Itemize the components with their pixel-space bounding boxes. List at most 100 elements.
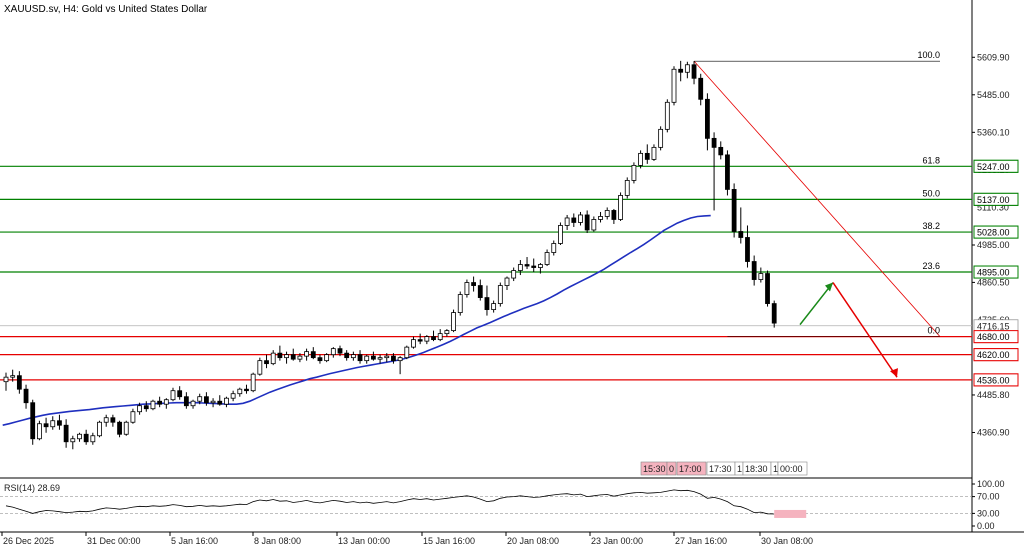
candle — [464, 279, 470, 298]
candle-body-bull — [618, 195, 623, 220]
session-time-label: 00:00 — [780, 464, 803, 474]
candle — [197, 393, 203, 405]
candle-body-bear — [765, 273, 770, 304]
candle — [250, 372, 256, 393]
candle-body-bull — [350, 354, 356, 359]
candle-body-bear — [83, 433, 89, 443]
price-tick-label: 5609.90 — [977, 52, 1010, 62]
rsi-tick-label: 70.00 — [977, 492, 1000, 502]
candle-body-bear — [23, 388, 29, 404]
candle — [444, 329, 450, 337]
candle-body-bull — [497, 285, 503, 304]
candle — [517, 260, 523, 276]
candle — [411, 336, 416, 349]
session-time-label: 17:00 — [679, 464, 702, 474]
candle — [417, 333, 423, 345]
fibonacci-retracement[interactable]: 100.0 61.8 50.0 38.2 23.6 0.0 — [693, 50, 941, 337]
candle-body-bull — [237, 388, 243, 395]
candle — [83, 429, 89, 445]
candle-body-bull — [284, 354, 289, 359]
fib-level-label: 38.2 — [922, 221, 940, 231]
price-axis[interactable]: 5609.90 5485.00 5360.10 4985.00 4860.50 4485.… — [972, 52, 1019, 437]
rsi-value-highlight — [774, 509, 807, 518]
time-tick-label: 27 Jan 16:00 — [675, 536, 727, 546]
candle — [110, 414, 116, 427]
candle-body-bull — [758, 273, 764, 280]
candle-body-bull — [257, 360, 263, 375]
candle-body-bull — [544, 252, 550, 265]
candle-body-bear — [771, 303, 777, 324]
candle-body-bull — [103, 417, 109, 423]
rsi-pane[interactable]: RSI(14) 28.69 100.00 70.00 30.00 0.00 — [0, 479, 1005, 531]
candle-body-bull — [538, 264, 543, 268]
price-tick-label: 5110.30 — [977, 202, 1009, 212]
session-time-label: 0 — [669, 464, 674, 474]
candle-body-bear — [471, 282, 477, 286]
candle — [524, 257, 530, 270]
projection-up-arrowhead — [825, 282, 833, 292]
candle — [511, 267, 517, 282]
price-tick-label: 4860.50 — [977, 277, 1010, 287]
candle — [217, 395, 223, 406]
candle — [284, 351, 289, 364]
level-price-tag — [973, 373, 1019, 387]
candle-body-bull — [3, 376, 9, 383]
candle — [611, 208, 617, 224]
price-tick-label: 4360.90 — [977, 427, 1010, 437]
projection-up-arrow[interactable] — [799, 282, 834, 326]
fib-level-label: 100.0 — [917, 50, 940, 60]
price-tick-label: 4985.00 — [977, 240, 1010, 250]
candle-body-bear — [277, 352, 283, 359]
candle — [357, 350, 363, 364]
session-time-box — [666, 461, 677, 476]
candle-body-bear — [725, 154, 730, 190]
projection-arrows[interactable] — [799, 282, 898, 378]
candle-body-bull — [90, 435, 96, 443]
candle — [564, 214, 570, 230]
candle-body-bear — [678, 68, 684, 73]
time-tick-label: 31 Dec 00:00 — [87, 536, 141, 546]
candle — [618, 192, 623, 221]
candle-body-bear — [711, 137, 717, 148]
candle-body-bull — [437, 333, 443, 341]
candle-body-bull — [230, 393, 236, 399]
candle-body-bear — [57, 420, 62, 426]
candle — [538, 263, 543, 274]
time-tick-label: 13 Jan 00:00 — [338, 536, 390, 546]
candle — [183, 392, 189, 409]
candle — [123, 420, 129, 436]
candle-body-bull — [10, 375, 16, 378]
candle — [751, 255, 757, 286]
session-time-label: 1 — [773, 464, 778, 474]
candle — [344, 350, 350, 361]
ma-line — [2, 214, 711, 426]
level-price-label: 5247.00 — [977, 162, 1010, 172]
projection-down-arrow[interactable] — [832, 282, 898, 378]
candle-body-bull — [638, 152, 643, 166]
candle — [765, 270, 770, 307]
level-price-label: 5028.00 — [977, 228, 1010, 238]
candle — [210, 398, 216, 408]
level-price-label: 4895.00 — [977, 268, 1010, 278]
candle-body-bull — [558, 225, 563, 244]
candle-body-bear — [484, 297, 490, 310]
candle-body-bear — [751, 261, 757, 280]
candle — [437, 329, 443, 342]
candle-body-bull — [190, 400, 196, 407]
candle-body-bear — [244, 388, 249, 392]
candle-body-bear — [738, 231, 744, 238]
candle-body-bull — [384, 355, 390, 359]
candle-body-bull — [411, 339, 416, 348]
time-axis[interactable]: 26 Dec 2025 31 Dec 00:00 5 Jan 16:00 8 Jan … — [1, 532, 813, 546]
time-tick-label: 15 Jan 16:00 — [423, 536, 475, 546]
session-time-labels: 15:30 0 17:00 17:30 1 18:30 1 00:00 — [640, 461, 808, 476]
candle — [484, 285, 490, 316]
candle-body-bear — [310, 351, 316, 359]
candle — [170, 387, 176, 402]
level-price-label: 5137.00 — [977, 195, 1010, 205]
candle-body-bull — [137, 405, 143, 413]
candle-body-bear — [177, 390, 183, 398]
fib-trend-line[interactable] — [693, 60, 941, 337]
